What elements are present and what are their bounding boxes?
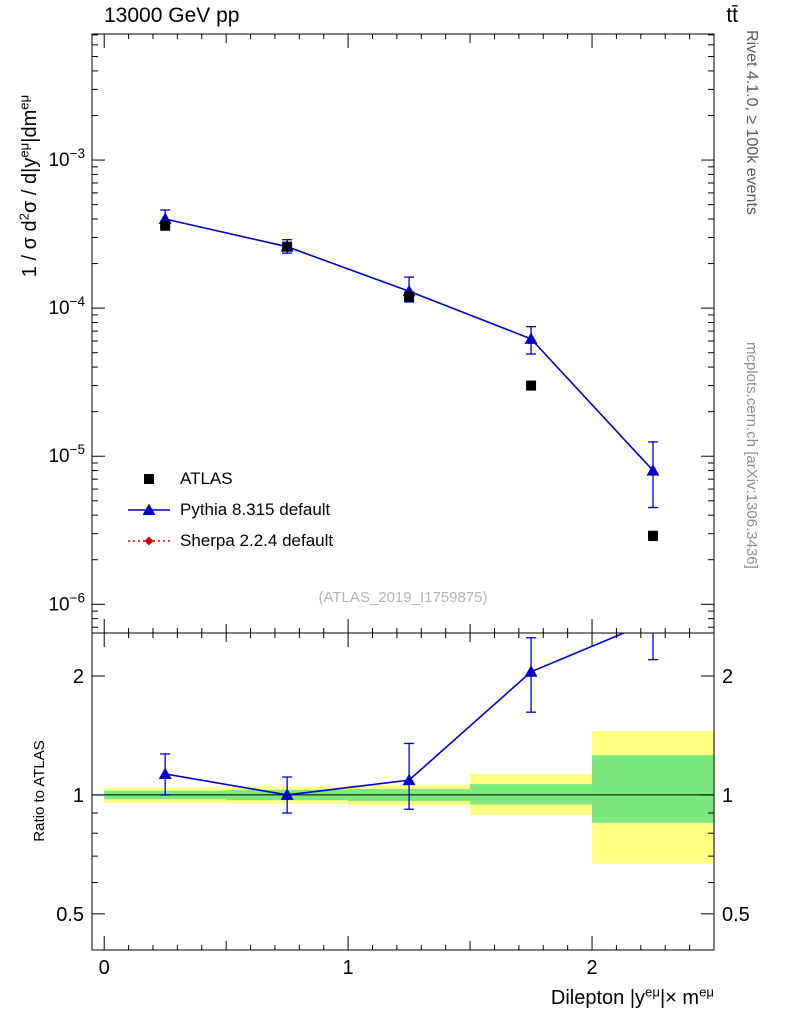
atlas-point — [404, 291, 415, 302]
legend-item: ATLAS — [126, 463, 333, 494]
inner-uncertainty-band — [470, 784, 593, 805]
x-axis-title: Dilepton |yeμ|× meμ — [551, 984, 714, 1009]
ratio-y-axis-title: Ratio to ATLAS — [31, 740, 48, 841]
rivet-version-label: Rivet 4.1.0, ≥ 100k events — [743, 30, 760, 215]
ratio-series-pythia — [158, 614, 660, 814]
pythia-point — [646, 464, 660, 476]
legend: ATLAS Pythia 8.315 default Sherpa 2.2.4 de… — [126, 463, 333, 556]
ratio-panel-frame — [91, 632, 715, 951]
main-y-axis-title: 1 / σ d2σ / d|yeμ|dmeμ — [16, 95, 41, 277]
legend-label: Sherpa 2.2.4 default — [180, 530, 334, 550]
atlas-point — [160, 220, 171, 231]
ratio-tick-label-right: 2 — [722, 666, 733, 688]
ratio-tick-label-right: 1 — [722, 785, 733, 807]
triangle-legend-marker-icon — [128, 503, 170, 515]
inner-uncertainty-band — [592, 755, 714, 823]
legend-item: Pythia 8.315 default — [126, 494, 333, 525]
legend-marker — [144, 536, 154, 545]
series-atlas — [160, 220, 659, 542]
pythia-ratio-point — [280, 788, 294, 800]
atlas-point — [648, 530, 659, 541]
x-tick-label: 1 — [343, 957, 354, 979]
ratio-y-axis-ticks: 0.5 0.5 1 1 2 2 — [56, 666, 750, 926]
analysis-id-watermark: (ATLAS_2019_I1759875) — [318, 589, 488, 606]
legend-marker — [142, 503, 156, 515]
y-tick-label: 10−6 — [48, 590, 85, 615]
pythia-line — [164, 218, 654, 472]
process-title: tt̄ — [726, 4, 738, 27]
x-tick-label: 0 — [99, 957, 110, 979]
pythia-ratio-point — [647, 614, 660, 626]
ratio-tick-label-right: 0.5 — [722, 904, 750, 926]
legend-item: Sherpa 2.2.4 default — [126, 525, 333, 556]
pythia-ratio-point — [524, 665, 538, 677]
legend-label: Pythia 8.315 default — [180, 499, 331, 519]
pythia-ratio-point — [402, 773, 416, 786]
y-tick-label: 10−5 — [48, 442, 85, 467]
pythia-point — [524, 332, 538, 344]
atlas-point — [282, 241, 293, 252]
beam-energy-title: 13000 GeV pp — [104, 4, 240, 27]
diamond-legend-marker-icon — [128, 536, 170, 545]
y-tick-label: 10−3 — [48, 146, 85, 171]
legend-marker — [144, 473, 154, 484]
y-tick-label: 10−4 — [48, 294, 85, 319]
ratio-tick-label-left: 2 — [73, 666, 84, 688]
ratio-tick-label-left: 0.5 — [56, 904, 84, 926]
ratio-bands — [92, 731, 714, 864]
mcplots-reference-label: mcplots.cern.ch [arXiv:1306.3436] — [743, 342, 760, 569]
atlas-point — [526, 380, 537, 391]
square-legend-marker-icon — [144, 473, 154, 484]
ratio-tick-label-left: 1 — [73, 785, 84, 807]
x-tick-label: 2 — [586, 957, 597, 979]
x-axis-ticks: 0 1 2 — [99, 34, 715, 979]
pythia-ratio-point — [158, 767, 172, 779]
main-y-axis-ticks: 10−3 10−4 10−5 10−6 — [48, 34, 714, 628]
legend-label: ATLAS — [180, 468, 233, 488]
